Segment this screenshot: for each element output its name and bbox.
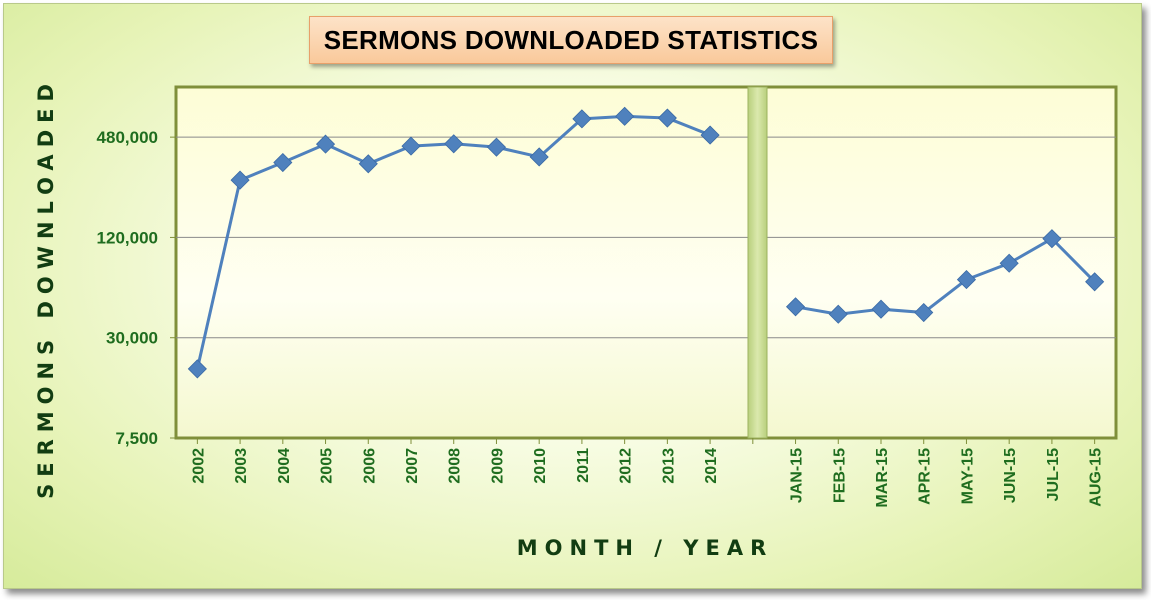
data-point-marker bbox=[401, 136, 421, 156]
plot-area bbox=[174, 85, 1118, 440]
x-tick-label: 2004 bbox=[276, 448, 293, 484]
y-tick-label: 480,000 bbox=[97, 128, 158, 147]
data-point-marker bbox=[828, 304, 848, 324]
x-tick-label: FEB-15 bbox=[831, 448, 848, 503]
data-point-marker bbox=[273, 152, 293, 173]
x-axis-ticks: 2002 2003 2004 2005 2006 2007 2008 2009 2010 2011… bbox=[190, 438, 1105, 508]
x-tick-label: JAN-15 bbox=[789, 448, 806, 503]
x-tick-label: 2005 bbox=[319, 448, 336, 484]
data-point-marker bbox=[1085, 272, 1105, 292]
x-tick-label: 2002 bbox=[190, 448, 207, 484]
data-point-marker bbox=[914, 302, 934, 323]
y-tick-label: 30,000 bbox=[106, 329, 158, 348]
x-tick-label: 2014 bbox=[703, 448, 720, 484]
data-point-marker bbox=[956, 270, 977, 290]
y-tick-label: 7,500 bbox=[115, 429, 158, 448]
data-point-marker bbox=[700, 125, 720, 145]
data-point-marker bbox=[999, 253, 1019, 273]
y-axis-title: SERMONS DOWNLOADED bbox=[34, 77, 58, 499]
data-point-marker bbox=[871, 299, 891, 319]
data-point-marker bbox=[486, 137, 507, 157]
x-tick-label: JUN-15 bbox=[1002, 448, 1019, 503]
x-tick-label: 2007 bbox=[404, 448, 421, 484]
y-axis-ticks: 7,500 30,000 120,000 480,000 bbox=[97, 128, 176, 448]
data-point-marker bbox=[358, 154, 378, 174]
x-tick-label: 2006 bbox=[361, 448, 378, 484]
data-point-marker bbox=[657, 108, 677, 128]
x-tick-label: JUL-15 bbox=[1045, 448, 1062, 501]
x-tick-label: APR-15 bbox=[917, 448, 934, 505]
data-point-marker bbox=[444, 134, 464, 154]
x-tick-label: 2003 bbox=[233, 448, 250, 484]
x-tick-label: 2011 bbox=[575, 448, 592, 483]
data-point-marker bbox=[572, 109, 592, 129]
series-markers bbox=[187, 106, 1105, 379]
x-tick-label: 2012 bbox=[618, 448, 635, 484]
data-point-marker bbox=[615, 106, 635, 126]
x-tick-label: MAY-15 bbox=[959, 448, 976, 504]
data-point-marker bbox=[315, 134, 336, 154]
chart-title: SERMONS DOWNLOADED STATISTICS bbox=[323, 24, 819, 55]
data-point-marker bbox=[230, 170, 250, 190]
y-tick-label: 120,000 bbox=[97, 228, 158, 247]
data-point-marker bbox=[187, 359, 207, 379]
x-tick-label: MAR-15 bbox=[874, 448, 891, 508]
data-point-marker bbox=[1042, 229, 1062, 249]
x-tick-label: 2009 bbox=[489, 448, 506, 484]
gridlines bbox=[176, 136, 1116, 339]
x-tick-label: AUG-15 bbox=[1088, 448, 1105, 507]
x-tick-label: 2010 bbox=[532, 448, 549, 484]
x-tick-label: 2008 bbox=[447, 448, 464, 484]
x-tick-label: 2013 bbox=[660, 448, 677, 484]
data-point-marker bbox=[529, 147, 549, 167]
section-divider bbox=[747, 86, 768, 439]
x-axis-title: MONTH / YEAR bbox=[517, 536, 774, 560]
data-point-marker bbox=[785, 297, 806, 317]
title-box: SERMONS DOWNLOADED STATISTICS bbox=[309, 16, 833, 64]
